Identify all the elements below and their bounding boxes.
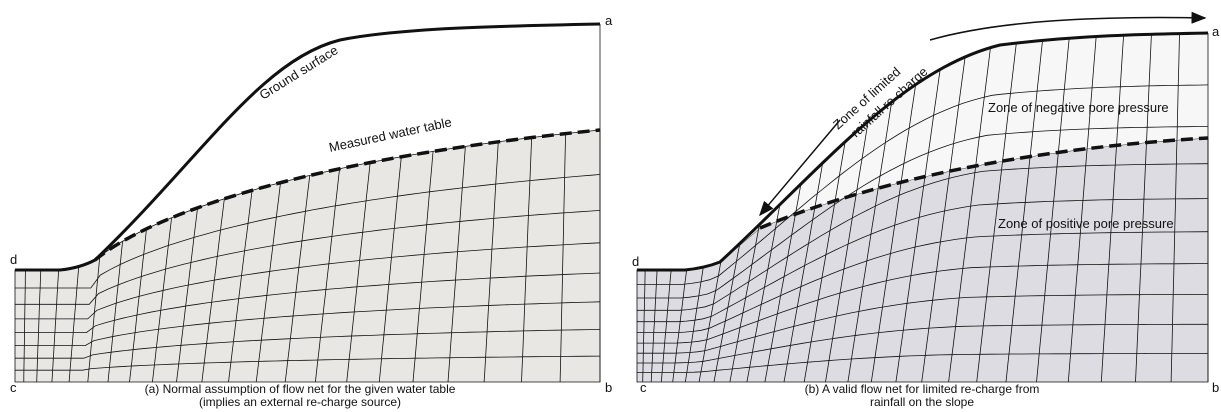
label: Zone of negative pore pressure [988,100,1169,115]
flow-net-line [315,164,341,382]
corner: a [605,13,613,28]
flow-net-line [1036,34,1070,382]
flow-net-line [15,210,600,305]
flow-net-line [1170,33,1180,382]
caption: (b) A valid flow net for limited re-char… [805,382,1040,396]
flow-net-line [15,272,600,333]
flow-net-line [201,194,226,382]
flow-net-line [713,238,742,382]
flow-net-line [729,219,761,382]
flow-net-line [803,136,847,382]
water-table [759,136,1209,230]
flow-net-line [51,265,60,382]
flow-net-line [825,116,870,382]
corner: c [640,380,647,395]
flow-net-line [378,152,403,382]
flow-net-line [68,265,80,382]
flow-net-line [1135,33,1152,382]
flow-net-line [637,163,1208,311]
flow-net-line [23,265,26,382]
flow-net-line [15,174,600,289]
negative-zone [720,33,1208,262]
ground-surface [15,22,601,272]
flow-net-line [15,355,600,371]
flow-net-line [637,353,1208,373]
flow-net-line [87,251,101,382]
caption: rainfall on the slope [870,395,974,409]
caption: (implies an external re-charge source) [199,395,401,409]
flow-net-line [746,199,782,382]
corner: d [632,254,639,269]
flow-net-line [15,242,600,320]
flow-net-line [921,52,967,382]
corner: b [605,380,612,395]
flow-net-line [255,178,282,382]
flow-net-line [1100,33,1125,382]
flow-net-line [284,171,311,382]
flow-net-line [637,263,1208,344]
caption: (a) Normal assumption of flow net for th… [145,382,456,396]
label: Measured water table [328,114,453,155]
label: Ground surface [257,42,341,102]
flow-net-line [976,38,1018,382]
flow-net-line [483,137,499,382]
label: Zone of positive pore pressure [998,216,1174,231]
flow-net-line [15,301,600,346]
corner: c [10,380,17,395]
flow-net-line [637,294,1208,354]
ground-surface [637,31,1209,272]
flow-net-line [559,130,567,382]
flow-net-line [637,126,1208,299]
flow-net [637,33,1208,382]
flow-net-line [15,329,600,359]
flow-net-line [412,147,434,382]
flow-net-line [176,203,199,382]
flow-net-line [870,80,917,382]
flow-net-line [783,157,824,382]
arrow [929,11,1207,41]
flow-net-line [447,142,467,382]
flow-net-line [107,237,124,382]
flow-net-line [637,323,1208,364]
flow-net-line [637,84,1208,285]
flow-net-line [847,97,893,382]
flow-net-line [346,158,371,382]
flow-net-line [1067,33,1097,382]
flow-net-line [228,186,253,382]
flow-net-line [637,198,1208,323]
flow-net-line [637,231,1208,333]
corner: b [1212,380,1219,395]
flow-net-line [895,65,942,382]
corner: d [10,252,17,267]
corner: a [1212,24,1220,39]
flow-net [15,130,600,382]
arrow [759,119,841,217]
flow-net-line [129,224,148,382]
flow-net-line [521,133,533,382]
flow-net-line [1005,36,1044,382]
flow-net-line [152,213,173,382]
flow-net-line [36,265,42,382]
flow-net-line [948,43,992,382]
